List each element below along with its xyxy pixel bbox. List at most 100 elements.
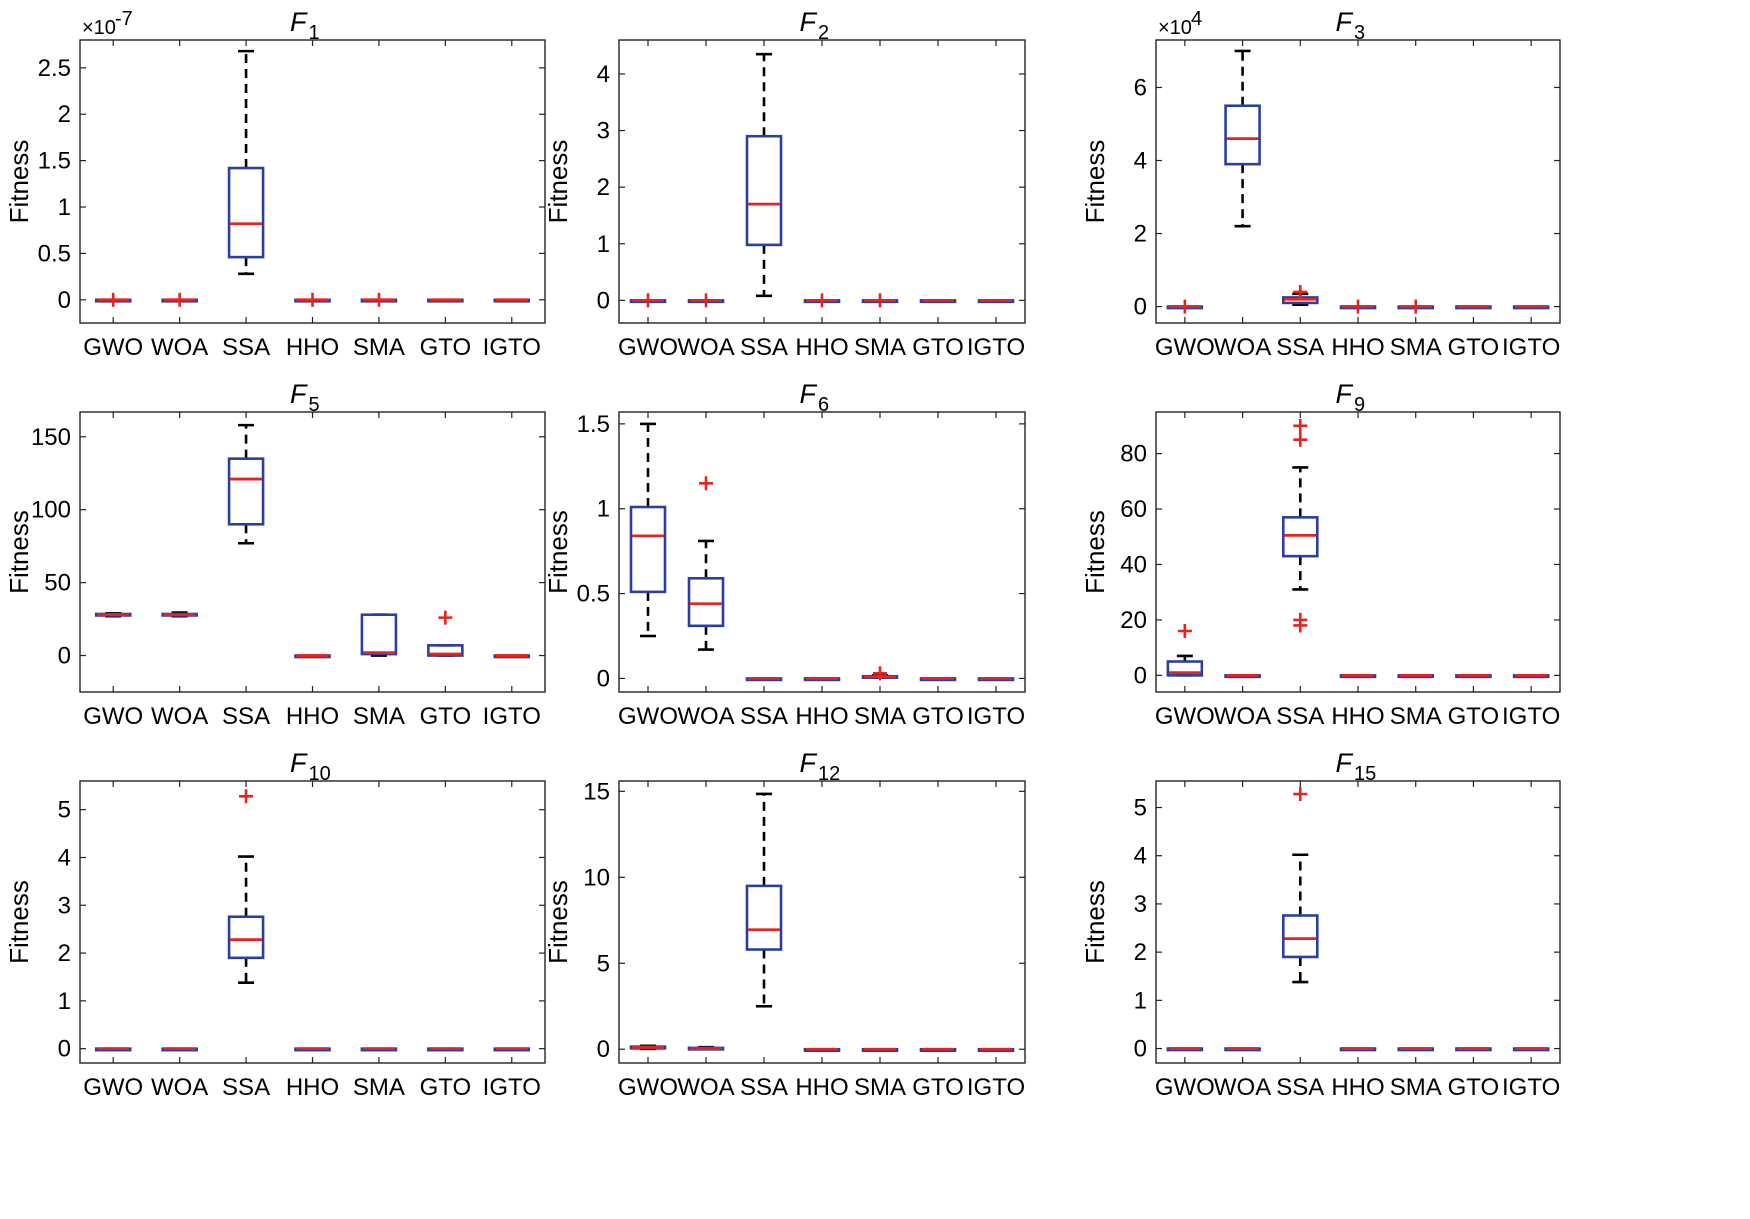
axes-frame — [79, 39, 546, 324]
box-hho — [803, 293, 841, 308]
exponent-base: ×10 — [82, 17, 116, 39]
x-tick-label: WOA — [1214, 703, 1271, 730]
panel-title: F — [290, 748, 308, 778]
boxplot-panel: 0 1 2 3 4 5 GWO WOA SSA HHO SMA GTO IGTO Fitness F 10 — [4, 748, 546, 1101]
y-tick-label: 3 — [597, 118, 610, 145]
box-gto — [919, 677, 957, 682]
box-ssa — [227, 423, 265, 545]
axes-frame — [1155, 39, 1561, 324]
y-tick-label: 150 — [31, 424, 71, 451]
x-tick-label: GWO — [1155, 703, 1215, 730]
box-gwo — [1166, 299, 1204, 314]
y-axis-title: Fitness — [543, 880, 573, 964]
box-iqr — [1281, 914, 1319, 959]
box-iqr — [1224, 104, 1261, 166]
box-igto — [1512, 673, 1550, 679]
x-tick-label: GTO — [912, 703, 964, 730]
boxplot-panel: 0 50 100 150 GWO WOA SSA HHO SMA GTO IGTO Fitness F 5 — [4, 379, 546, 730]
x-tick-label: SMA — [1390, 1074, 1442, 1101]
x-tick-label: IGTO — [483, 703, 541, 730]
box-gto — [427, 610, 464, 657]
y-tick-label: 4 — [1134, 843, 1147, 870]
y-axis-title: Fitness — [543, 510, 573, 594]
panel-title: F — [290, 379, 308, 409]
box-woa — [687, 293, 725, 308]
y-axis-title: Fitness — [4, 140, 34, 224]
x-tick-label: IGTO — [967, 334, 1025, 361]
box-igto — [493, 1047, 531, 1052]
box-sma — [1397, 673, 1435, 679]
box-iqr — [1166, 660, 1204, 677]
y-tick-label: 2.5 — [38, 55, 71, 82]
box-gto — [919, 1047, 957, 1053]
y-tick-label: 5 — [597, 950, 610, 977]
box-hho — [803, 1047, 841, 1053]
box-woa — [161, 292, 198, 307]
box-hho — [294, 292, 331, 307]
box-ssa — [1281, 418, 1319, 633]
box-gto — [427, 1047, 464, 1052]
y-tick-label: 4 — [58, 844, 71, 871]
y-tick-label: 1 — [1134, 987, 1147, 1014]
box-gto — [427, 298, 464, 303]
y-tick-label: 40 — [1120, 551, 1147, 578]
panel-title: F — [1336, 748, 1354, 778]
y-tick-label: 50 — [44, 570, 71, 597]
y-axis-title: Fitness — [1080, 880, 1110, 964]
boxplot-panel: 0 1 2 3 4 5 GWO WOA SSA HHO SMA GTO IGTO Fitness F 15 — [1080, 748, 1561, 1101]
y-tick-label: 2 — [1134, 221, 1147, 248]
x-tick-label: GTO — [420, 1074, 472, 1101]
outlier-marker — [1293, 432, 1308, 447]
box-hho — [1339, 673, 1377, 679]
x-tick-label: IGTO — [967, 703, 1025, 730]
x-tick-label: SSA — [1276, 334, 1324, 361]
box-woa — [1224, 673, 1261, 679]
x-tick-label: IGTO — [1502, 334, 1560, 361]
x-tick-label: IGTO — [483, 1074, 541, 1101]
x-tick-label: SMA — [353, 1074, 405, 1101]
x-tick-label: GWO — [83, 334, 143, 361]
panel-title-subscript: 12 — [818, 763, 840, 785]
panel-title-subscript: 1 — [309, 22, 320, 44]
panel-title-subscript: 5 — [309, 394, 320, 416]
outlier-marker — [1293, 284, 1308, 299]
y-tick-label: 0.5 — [577, 581, 610, 608]
y-axis-title: Fitness — [543, 140, 573, 224]
box-iqr — [227, 915, 265, 960]
y-tick-label: 4 — [1134, 148, 1147, 175]
outlier-marker — [1293, 618, 1308, 633]
box-sma — [861, 1047, 899, 1053]
outlier-marker — [1293, 787, 1308, 802]
outlier-marker — [699, 476, 713, 491]
panel-title-subscript: 9 — [1354, 394, 1365, 416]
x-tick-label: HHO — [286, 334, 339, 361]
box-ssa — [227, 789, 265, 985]
y-axis-title: Fitness — [1080, 510, 1110, 594]
panel-title: F — [290, 7, 308, 37]
x-tick-label: GWO — [83, 1074, 143, 1101]
box-sma — [1397, 1047, 1435, 1052]
y-axis-title: Fitness — [4, 510, 34, 594]
axes-frame — [1155, 411, 1561, 693]
y-axis-title: Fitness — [1080, 140, 1110, 224]
y-tick-label: 0 — [597, 665, 610, 692]
y-tick-label: 0 — [58, 643, 71, 670]
boxplot-panel: 0 0.5 1 1.5 2 2.5 GWO WOA SSA HHO SMA GTO IGTO Fitnes… — [4, 7, 546, 361]
boxplot-panel: 0 20 40 60 80 GWO WOA SSA HHO SMA GTO IGTO Fitness F 9 — [1080, 379, 1561, 730]
x-tick-label: WOA — [151, 1074, 208, 1101]
panel-title: F — [800, 379, 818, 409]
box-woa — [1224, 1047, 1261, 1052]
outlier-marker — [239, 789, 254, 804]
exponent-base: ×10 — [1158, 17, 1192, 39]
x-tick-label: GTO — [1448, 703, 1500, 730]
y-tick-label: 4 — [597, 61, 610, 88]
x-tick-label: IGTO — [1502, 1074, 1560, 1101]
x-tick-label: GTO — [1448, 334, 1500, 361]
box-hho — [294, 1047, 331, 1052]
panel-title: F — [800, 748, 818, 778]
outlier-marker — [873, 666, 887, 681]
box-gwo — [629, 1044, 667, 1051]
boxplot-panel: 0 5 10 15 GWO WOA SSA HHO SMA GTO IGTO Fitness F 12 — [543, 748, 1026, 1101]
x-tick-label: SMA — [1390, 703, 1442, 730]
